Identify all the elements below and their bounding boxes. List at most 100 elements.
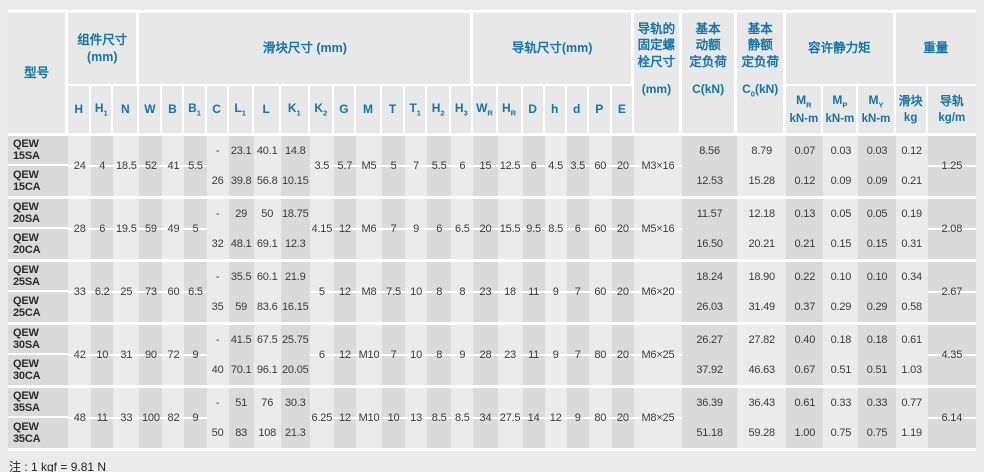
cell-H: 48 xyxy=(68,388,92,448)
cell-C: - xyxy=(215,271,220,283)
cell-L: 50 xyxy=(261,208,274,220)
cell-H3: 6.5 xyxy=(451,199,474,259)
group-header-basic-dynamic-load: 基本 动额 定负荷 C(kN) xyxy=(682,13,738,133)
cell-B1: 5 xyxy=(184,199,207,259)
cell-HR: 12.5 xyxy=(497,136,523,196)
cell-T: 7 xyxy=(382,199,406,259)
cell-MP: 0.10 xyxy=(830,271,852,283)
cell-d: 3.5 xyxy=(566,136,589,196)
cell-MP: 0.05 xyxy=(830,208,852,220)
group-separator xyxy=(8,196,976,199)
cell-E: 20 xyxy=(611,262,634,322)
col-header-h3: H3 xyxy=(451,86,474,133)
cell-d: 6 xyxy=(566,199,589,259)
col-header-d: d xyxy=(566,86,589,133)
cell-K1: 16.15 xyxy=(280,292,310,322)
cell-MR: 0.13 xyxy=(786,199,824,229)
cell-B1: 9 xyxy=(184,325,207,385)
col-header-k1: K1 xyxy=(280,86,310,133)
cell-W: 73 xyxy=(139,262,163,322)
cell-N: 31 xyxy=(113,325,140,385)
model-name: QEW 30SA xyxy=(8,325,69,355)
cell-C_kN: 12.53 xyxy=(682,166,738,196)
cell-C0_kN: 18.90 xyxy=(748,271,775,283)
cell-wt_block: 0.21 xyxy=(901,175,922,187)
cell-h: 8.5 xyxy=(544,199,567,259)
cell-MY: 0.51 xyxy=(858,355,896,385)
cell-H1: 6.2 xyxy=(91,262,114,322)
cell-HR: 15.5 xyxy=(497,199,523,259)
cell-G: 12 xyxy=(333,199,356,259)
col-header-hr: HR xyxy=(497,86,523,133)
cell-MR: 0.61 xyxy=(786,388,824,418)
cell-K1: 10.15 xyxy=(280,166,310,196)
cell-MR: 0.40 xyxy=(786,325,824,355)
col-header-l1: L1 xyxy=(228,86,254,133)
cell-H3: 8.5 xyxy=(451,388,474,448)
cell-K2: 3.5 xyxy=(309,136,334,196)
cell-h: 9 xyxy=(544,325,567,385)
cell-W: 100 xyxy=(139,388,163,448)
cell-MY: 0.10 xyxy=(858,262,896,292)
cell-MY: 0.03 xyxy=(858,136,896,166)
cell-T: 7.5 xyxy=(382,262,406,322)
cell-L1: 23.1 xyxy=(228,136,254,166)
col-header-h1: H1 xyxy=(91,86,114,133)
group-header-block-dimensions: 滑块尺寸 (mm) xyxy=(139,13,474,87)
cell-K1: 12.3 xyxy=(280,229,310,259)
cell-MP: 0.51 xyxy=(830,364,852,376)
cell-N: 33 xyxy=(113,388,140,448)
cell-wt_block: 1.03 xyxy=(901,364,922,376)
cell-C_kN: 37.92 xyxy=(682,355,738,385)
model-name: QEW 25SA xyxy=(8,262,69,292)
col-header-my: MY kN-m xyxy=(858,86,896,133)
cell-K2: 4.15 xyxy=(309,199,334,259)
cell-T: 7 xyxy=(382,325,406,385)
col-header-k2: K2 xyxy=(309,86,334,133)
cell-C0_kN: 15.28 xyxy=(748,175,775,187)
col-header-b1: B1 xyxy=(184,86,207,133)
cell-K1: 14.8 xyxy=(280,136,310,166)
cell-MY: 0.33 xyxy=(858,388,896,418)
cell-T1: 10 xyxy=(405,262,428,322)
cell-H: 24 xyxy=(68,136,92,196)
cell-N: 25 xyxy=(113,262,140,322)
group-separator xyxy=(8,322,976,325)
cell-wt_block: 0.58 xyxy=(901,301,922,313)
cell-C_kN: 26.27 xyxy=(682,325,738,355)
cell-WR: 23 xyxy=(473,262,498,322)
cell-d: 7 xyxy=(566,325,589,385)
cell-C_kN: 16.50 xyxy=(682,229,738,259)
cell-wt_block: 0.77 xyxy=(901,397,922,409)
cell-B: 49 xyxy=(162,199,185,259)
cell-T: 5 xyxy=(382,136,406,196)
model-name: QEW 25CA xyxy=(8,292,69,322)
cell-H3: 9 xyxy=(451,325,474,385)
cell-W: 90 xyxy=(139,325,163,385)
cell-d: 7 xyxy=(566,262,589,322)
cell-C: - xyxy=(215,208,220,220)
cell-bolt: M6×25 xyxy=(633,325,682,385)
cell-H2: 8.5 xyxy=(427,388,452,448)
cell-H1: 10 xyxy=(91,325,114,385)
cell-H3: 6 xyxy=(451,136,474,196)
cell-B1: 6.5 xyxy=(184,262,207,322)
cell-wt_block: 0.31 xyxy=(901,238,922,250)
cell-C0_kN: 46.63 xyxy=(748,364,775,376)
cell-K1: 30.3 xyxy=(280,388,310,418)
cell-H: 28 xyxy=(68,199,92,259)
cell-HR: 23 xyxy=(497,325,523,385)
col-header-g: G xyxy=(333,86,356,133)
cell-C: 40 xyxy=(211,364,224,376)
cell-C: 32 xyxy=(211,238,224,250)
cell-MY: 0.05 xyxy=(858,199,896,229)
cell-C: - xyxy=(215,334,220,346)
col-header-h2: H2 xyxy=(427,86,452,133)
cell-K2: 5 xyxy=(309,262,334,322)
cell-wt_rail: 2.08 xyxy=(927,199,976,259)
cell-G: 12 xyxy=(333,262,356,322)
group-header-basic-static-load: 基本 静额 定负荷 C0(kN) xyxy=(737,13,787,133)
cell-C0_kN: 27.82 xyxy=(748,334,775,346)
col-header-mr: MR kN-m xyxy=(786,86,824,133)
cell-L1: 59 xyxy=(228,292,254,322)
